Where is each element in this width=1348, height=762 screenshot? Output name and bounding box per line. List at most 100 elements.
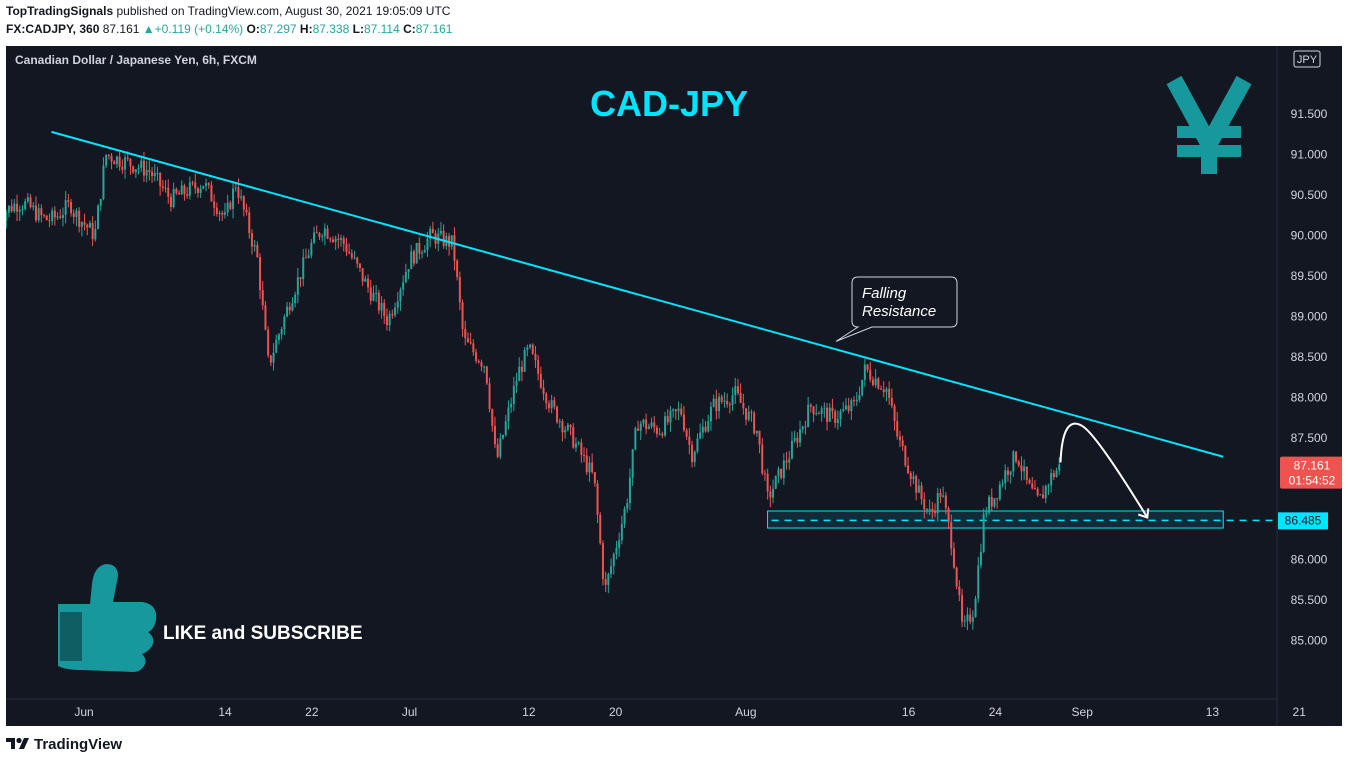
candle-body [80, 222, 83, 227]
candle-body [175, 188, 178, 194]
candle-body [680, 408, 683, 415]
candle-body [566, 424, 569, 431]
candle-body [51, 210, 54, 221]
candle-body [923, 499, 926, 510]
candle-body [291, 303, 294, 311]
candle-body [59, 216, 62, 218]
candle-body [1058, 464, 1061, 471]
candle-body [1039, 494, 1042, 496]
candle-body [672, 409, 675, 411]
candle-body [67, 200, 70, 202]
candle-body [718, 396, 721, 412]
candle-body [863, 364, 866, 380]
candle-body [321, 236, 324, 238]
candle-body [901, 440, 904, 447]
candle-body [385, 316, 388, 326]
candle-body [234, 187, 237, 189]
candle-body [642, 419, 645, 424]
yen-icon [1166, 75, 1252, 174]
candle-body [488, 383, 491, 410]
publisher-name[interactable]: TopTradingSignals [6, 4, 114, 18]
candle-body [391, 313, 394, 316]
candle-body [253, 245, 256, 247]
chart-panel[interactable]: Canadian Dollar / Japanese Yen, 6h, FXCM… [0, 46, 1344, 726]
candle-body [232, 188, 235, 209]
candle-body [1055, 470, 1058, 478]
candle-body [145, 169, 148, 176]
candle-body [836, 419, 839, 423]
candle-body [210, 184, 213, 202]
candle-body [237, 187, 240, 199]
price-axis[interactable]: 91.500 91.000 90.500 90.000 89.500 89.000 88.5… [1291, 107, 1328, 648]
candle-body [677, 408, 680, 412]
candle-body [834, 411, 837, 423]
candle-body [431, 228, 434, 234]
price-tick-label: 88.500 [1291, 350, 1328, 364]
candle-body [880, 388, 883, 390]
candle-body [844, 405, 847, 410]
candle-body [261, 290, 264, 306]
candle-body [961, 595, 964, 622]
price-tick-label: 90.000 [1291, 229, 1328, 243]
publish-info: TopTradingSignals published on TradingVi… [6, 4, 450, 18]
candle-body [221, 212, 224, 215]
candle-body [831, 407, 834, 412]
candle-body [601, 543, 604, 580]
candle-body [539, 373, 542, 388]
candle-body [418, 242, 421, 254]
candle-body [13, 203, 16, 212]
candle-body [70, 201, 73, 214]
candle-body [26, 197, 29, 202]
candle-body [148, 169, 151, 172]
candle-body [877, 378, 880, 389]
candle-body [685, 429, 688, 437]
candle-body [172, 188, 175, 208]
candle-body [944, 495, 947, 509]
candle-body [782, 460, 785, 478]
candle-body [985, 512, 988, 515]
candle-body [350, 253, 353, 258]
candle-body [850, 400, 853, 411]
candle-body [947, 508, 950, 523]
candle-body [137, 167, 140, 170]
candle-body [512, 385, 515, 405]
price-chart[interactable]: Canadian Dollar / Japanese Yen, 6h, FXCM… [0, 46, 1344, 726]
time-tick-label: 22 [305, 705, 319, 719]
candle-body [971, 617, 974, 622]
candle-body [229, 202, 232, 209]
candle-body [915, 476, 918, 493]
candle-body [979, 551, 982, 566]
candle-body [186, 194, 189, 196]
candle-body [88, 223, 91, 228]
candle-body [407, 269, 410, 272]
candle-body [993, 498, 996, 507]
tradingview-brand[interactable]: TradingView [34, 735, 123, 753]
candle-body [124, 157, 127, 170]
candle-body [483, 366, 486, 368]
time-tick-label: Jun [74, 705, 93, 719]
candle-body [936, 493, 939, 514]
candle-body [205, 183, 208, 186]
support-zone-rect [767, 510, 1224, 529]
candle-body [934, 510, 937, 514]
candle-body [245, 209, 248, 213]
candle-body [472, 343, 475, 353]
candle-body [847, 405, 850, 411]
candle-body [361, 268, 364, 282]
candle-body [348, 251, 351, 254]
candle-body [5, 212, 8, 221]
candle-body [866, 364, 869, 370]
candle-body [1025, 466, 1028, 480]
candle-body [766, 473, 769, 492]
candle-body [415, 242, 418, 264]
candle-body [545, 393, 548, 404]
time-tick-label: 14 [218, 705, 232, 719]
candle-body [618, 540, 621, 548]
candle-body [969, 614, 972, 622]
candle-body [399, 289, 402, 302]
time-axis[interactable]: Jun 14 22 Jul 12 20 Aug 16 24 Sep 13 21 [74, 705, 1306, 719]
candle-body [21, 208, 24, 210]
candle-body [183, 185, 186, 195]
currency-badge[interactable] [1293, 50, 1321, 68]
candle-body [453, 235, 456, 261]
